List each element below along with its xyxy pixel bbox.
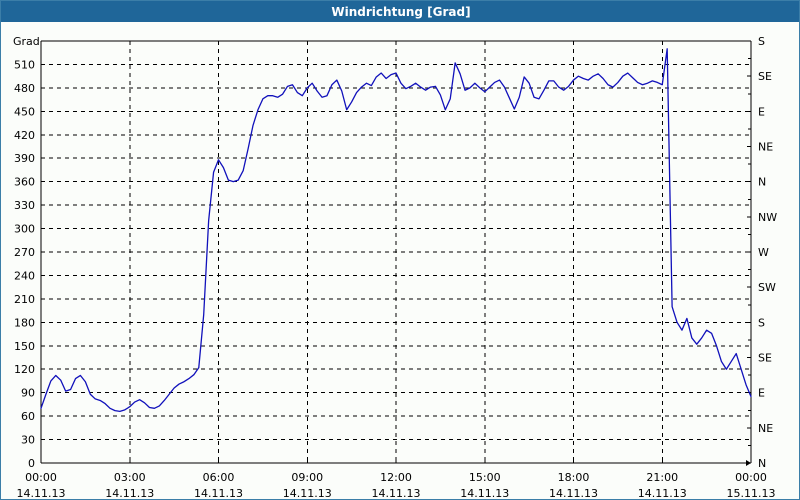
y-axis-tick-label: 120 [14, 363, 35, 376]
y-axis-tick-label: 30 [21, 434, 35, 447]
y-axis-direction-label: N [758, 457, 766, 470]
y-axis-right: N NE E SE S SW W NW N NE E SE S [747, 35, 777, 470]
y-axis-unit-label: Grad [13, 35, 40, 48]
window-title-bar: Windrichtung [Grad] [1, 1, 799, 22]
y-axis-tick-label: 450 [14, 105, 35, 118]
data-line [40, 48, 752, 413]
y-axis-direction-label: NE [758, 422, 773, 435]
y-axis-tick-label: 330 [14, 199, 35, 212]
data-series-layer [40, 48, 752, 413]
y-axis-direction-label: NW [758, 211, 777, 224]
y-axis-left: 0 30 60 90 120 150 180 210 240 270 300 330 360 390 420… [14, 58, 45, 470]
x-axis-time-label: 00:00 [735, 471, 767, 484]
x-axis-date-label: 15.11.13 [727, 487, 776, 499]
y-axis-tick-label: 510 [14, 58, 35, 71]
x-axis-time-label: 15:00 [469, 471, 501, 484]
x-axis-date-label: 14.11.13 [549, 487, 598, 499]
x-axis: 00:00 14.11.13 03:00 14.11.13 06:00 14.11.13 0… [17, 459, 776, 499]
y-axis-tick-label: 480 [14, 82, 35, 95]
y-axis-tick-label: 420 [14, 129, 35, 142]
x-axis-date-label: 14.11.13 [105, 487, 154, 499]
y-axis-tick-label: 0 [28, 457, 35, 470]
y-axis-direction-label: NE [758, 141, 773, 154]
y-axis-direction-label: SW [758, 281, 776, 294]
plot-frame [40, 40, 752, 466]
y-axis-direction-label: S [758, 35, 765, 48]
y-axis-tick-label: 270 [14, 246, 35, 259]
x-axis-date-label: 14.11.13 [460, 487, 509, 499]
y-axis-tick-label: 150 [14, 340, 35, 353]
y-axis-tick-label: 210 [14, 293, 35, 306]
y-axis-direction-label: W [758, 246, 769, 259]
y-axis-direction-label: N [758, 176, 766, 189]
chart-plot-svg: 0 30 60 90 120 150 180 210 240 270 300 330 360 390 420… [13, 35, 777, 499]
x-axis-time-label: 09:00 [291, 471, 323, 484]
y-axis-direction-label: SE [758, 352, 772, 365]
x-axis-date-label: 14.11.13 [638, 487, 687, 499]
y-axis-tick-label: 180 [14, 316, 35, 329]
x-axis-time-label: 03:00 [114, 471, 146, 484]
x-axis-time-label: 12:00 [380, 471, 412, 484]
y-axis-tick-label: 360 [14, 176, 35, 189]
x-axis-date-label: 14.11.13 [17, 487, 66, 499]
x-axis-date-label: 14.11.13 [194, 487, 243, 499]
y-axis-tick-label: 300 [14, 223, 35, 236]
y-axis-direction-label: S [758, 316, 765, 329]
x-axis-time-label: 21:00 [646, 471, 678, 484]
y-axis-tick-label: 390 [14, 152, 35, 165]
x-axis-time-label: 00:00 [25, 471, 57, 484]
y-axis-direction-label: E [758, 387, 765, 400]
grid-lines [41, 41, 751, 463]
y-axis-tick-label: 60 [21, 410, 35, 423]
y-axis-tick-label: 240 [14, 269, 35, 282]
y-axis-direction-label: E [758, 105, 765, 118]
x-axis-time-label: 18:00 [558, 471, 590, 484]
x-axis-date-label: 14.11.13 [372, 487, 421, 499]
window-title: Windrichtung [Grad] [331, 4, 471, 19]
chart-canvas: 0 30 60 90 120 150 180 210 240 270 300 330 360 390 420… [1, 22, 799, 499]
x-axis-date-label: 14.11.13 [283, 487, 332, 499]
y-axis-direction-label: SE [758, 70, 772, 83]
x-axis-time-label: 06:00 [203, 471, 235, 484]
y-axis-tick-label: 90 [21, 387, 35, 400]
